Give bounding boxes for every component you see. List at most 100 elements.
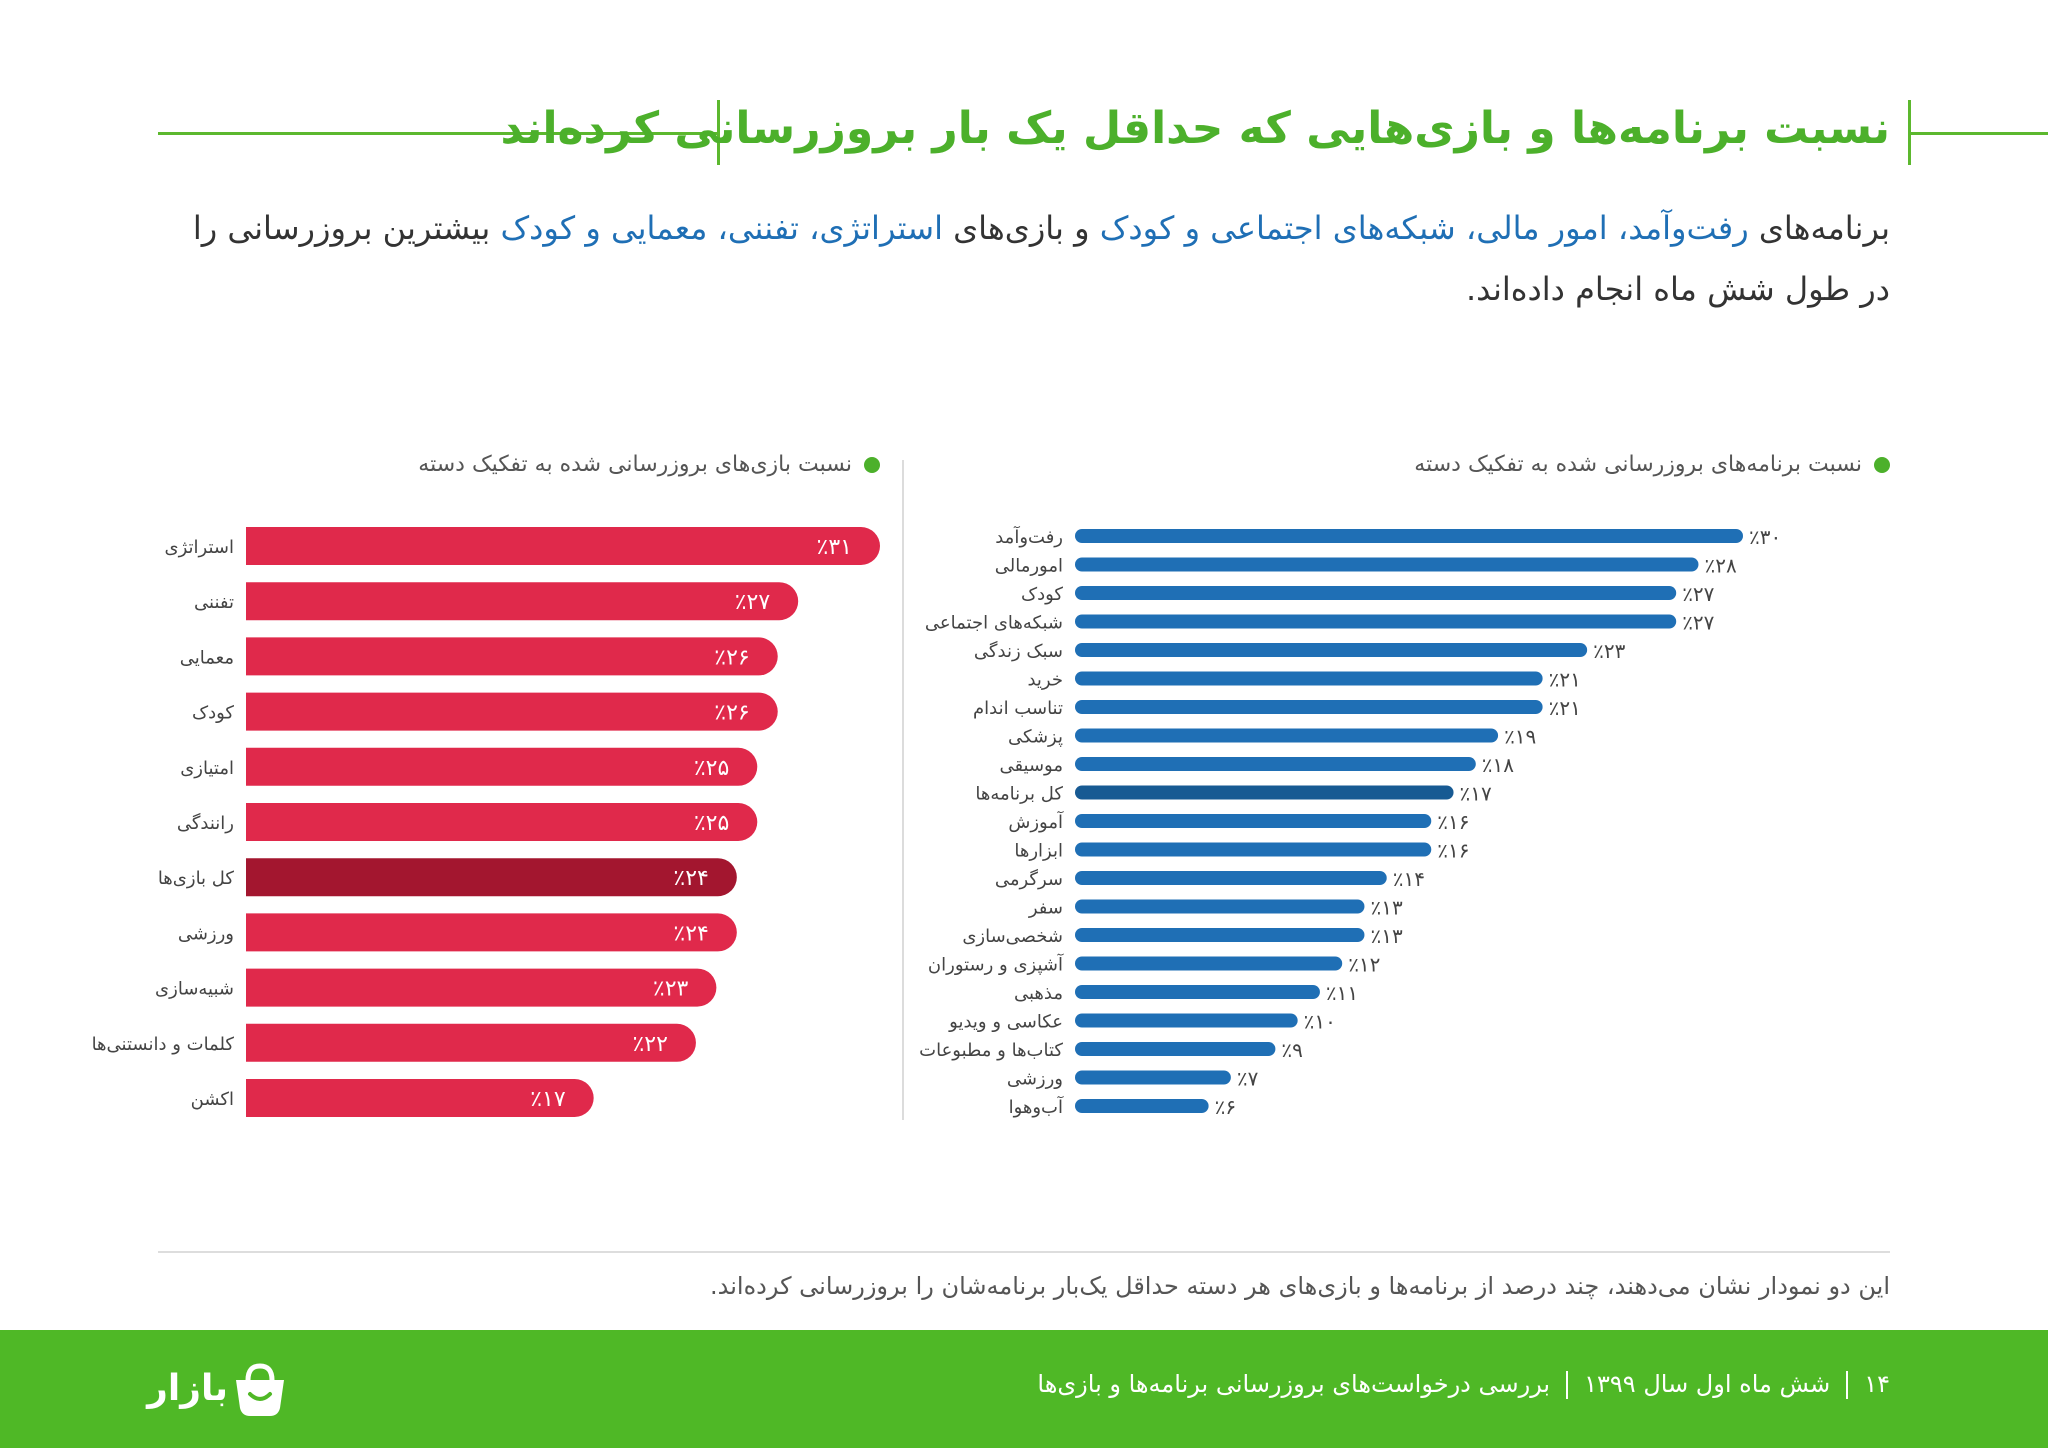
app-category-label: ابزارها	[1014, 841, 1063, 862]
game-bar	[246, 527, 880, 565]
app-bar	[1075, 614, 1677, 629]
game-value-label: ٪۳۱	[817, 535, 852, 560]
app-value-label: ٪۲۷	[1682, 611, 1714, 635]
game-bar	[246, 1079, 594, 1117]
app-bar	[1075, 1042, 1276, 1056]
footer-rule	[158, 1251, 1890, 1253]
app-value-label: ٪۷	[1237, 1067, 1259, 1091]
game-value-label: ٪۱۷	[530, 1087, 566, 1112]
charts-divider	[902, 460, 904, 1120]
page-number: ۱۴	[1864, 1370, 1890, 1398]
brand-name: بازار	[147, 1368, 228, 1409]
app-bar	[1075, 671, 1543, 686]
game-bar	[246, 858, 737, 897]
app-bar	[1075, 1013, 1298, 1028]
game-bar	[246, 582, 799, 621]
game-value-label: ٪۲۷	[735, 590, 771, 615]
game-bar	[246, 968, 717, 1007]
title-rule-right	[1910, 132, 2048, 135]
app-bar	[1075, 1070, 1231, 1085]
intro-highlight-apps: رفت‌وآمد، امور مالی، شبکه‌های اجتماعی و …	[1099, 209, 1749, 247]
games-chart-title-text: نسبت بازی‌های بروزرسانی شده به تفکیک دست…	[418, 452, 852, 477]
game-bar	[246, 637, 778, 676]
app-value-label: ٪۱۶	[1437, 810, 1469, 834]
app-bar	[1075, 643, 1588, 657]
app-bar	[1075, 842, 1432, 857]
app-value-label: ٪۱۴	[1393, 867, 1425, 891]
app-bar	[1075, 757, 1476, 771]
app-value-label: ٪۱۷	[1460, 782, 1492, 806]
bottom-bar-text: ۱۴ شش ماه اول سال ۱۳۹۹ بررسی درخواست‌های ب…	[1037, 1370, 1890, 1399]
app-category-label: سبک زندگی	[974, 640, 1063, 662]
app-category-label: شخصی‌سازی	[962, 926, 1063, 947]
game-value-label: ٪۲۲	[632, 1032, 667, 1057]
footer-note: این دو نمودار نشان می‌دهند، چند درصد از …	[710, 1272, 1890, 1300]
title-bar-left	[717, 100, 720, 165]
game-bar	[246, 1023, 696, 1062]
legend-dot-icon	[1874, 457, 1890, 473]
app-bar	[1075, 985, 1320, 999]
apps-chart-title-text: نسبت برنامه‌های بروزرسانی شده به تفکیک د…	[1414, 452, 1862, 477]
app-category-label: کل برنامه‌ها	[975, 784, 1063, 805]
game-value-label: ٪۲۳	[653, 977, 689, 1002]
app-bar	[1075, 557, 1699, 572]
app-category-label: پزشکی	[1008, 727, 1063, 748]
app-bar	[1075, 785, 1454, 800]
game-category-label: تفننی	[194, 592, 234, 613]
app-value-label: ٪۱۶	[1437, 839, 1469, 863]
app-category-label: رفت‌وآمد	[995, 525, 1063, 548]
game-value-label: ٪۲۵	[694, 756, 729, 781]
app-value-label: ٪۲۱	[1549, 696, 1581, 720]
game-bar	[246, 692, 778, 731]
title-bar-right	[1908, 100, 1911, 165]
app-category-label: سفر	[1028, 898, 1063, 919]
app-value-label: ٪۱۲	[1348, 953, 1380, 977]
intro-paragraph: برنامه‌های رفت‌وآمد، امور مالی، شبکه‌های…	[158, 198, 1890, 320]
app-category-label: مذهبی	[1014, 983, 1063, 1004]
app-category-label: آب‌وهوا	[1009, 1095, 1064, 1118]
app-category-label: عکاسی و ویدیو	[948, 1012, 1063, 1033]
games-bar-chart: استراتژی ٪۳۱ تفننی ٪۲۷ معمایی ٪۲۶ کودک ٪۲۶ امتیا…	[92, 527, 880, 1117]
app-value-label: ٪۱۳	[1370, 896, 1402, 920]
page-title: نسبت برنامه‌ها و بازی‌هایی که حداقل یک ب…	[500, 103, 1890, 154]
app-bar	[1075, 814, 1432, 828]
game-bar	[246, 747, 758, 786]
report-title: بررسی درخواست‌های بروزرسانی برنامه‌ها و …	[1037, 1370, 1551, 1398]
app-value-label: ٪۳۰	[1749, 525, 1781, 549]
app-value-label: ٪۱۱	[1326, 981, 1358, 1005]
apps-chart-title: نسبت برنامه‌های بروزرسانی شده به تفکیک د…	[1414, 452, 1890, 477]
app-bar	[1075, 928, 1365, 942]
game-category-label: ورزشی	[178, 923, 234, 944]
game-value-label: ٪۲۶	[714, 645, 749, 670]
app-value-label: ٪۶	[1215, 1095, 1236, 1119]
app-bar	[1075, 529, 1743, 543]
game-value-label: ٪۲۶	[714, 701, 749, 726]
app-category-label: ورزشی	[1007, 1069, 1063, 1090]
app-category-label: امورمالی	[995, 556, 1063, 577]
app-value-label: ٪۱۳	[1370, 924, 1402, 948]
separator	[1846, 1371, 1849, 1399]
intro-text-3: بیشترین بروزرسانی را در طول شش ماه انجام…	[192, 209, 1890, 308]
intro-text-2: و بازی‌های	[942, 209, 1100, 247]
game-value-label: ٪۲۴	[673, 921, 708, 946]
game-category-label: معمایی	[180, 647, 234, 668]
game-category-label: رانندگی	[177, 812, 234, 834]
app-bar	[1075, 956, 1343, 971]
game-value-label: ٪۲۵	[694, 811, 729, 836]
app-category-label: شبکه‌های اجتماعی	[925, 613, 1063, 634]
game-category-label: اکشن	[191, 1089, 234, 1110]
app-category-label: آموزش	[1008, 810, 1064, 833]
app-value-label: ٪۲۸	[1704, 554, 1736, 578]
app-value-label: ٪۱۸	[1482, 753, 1514, 777]
game-category-label: کودک	[192, 703, 234, 724]
game-value-label: ٪۲۴	[673, 866, 708, 891]
bazaar-bag-icon	[236, 1363, 284, 1416]
app-category-label: خرید	[1027, 670, 1063, 691]
bottom-bar	[0, 1330, 2048, 1448]
game-category-label: شبیه‌سازی	[155, 979, 234, 1000]
app-value-label: ٪۲۱	[1549, 668, 1581, 692]
game-category-label: کل بازی‌ها	[158, 868, 235, 889]
app-bar	[1075, 1099, 1209, 1113]
app-bar	[1075, 899, 1365, 914]
app-bar	[1075, 871, 1387, 885]
